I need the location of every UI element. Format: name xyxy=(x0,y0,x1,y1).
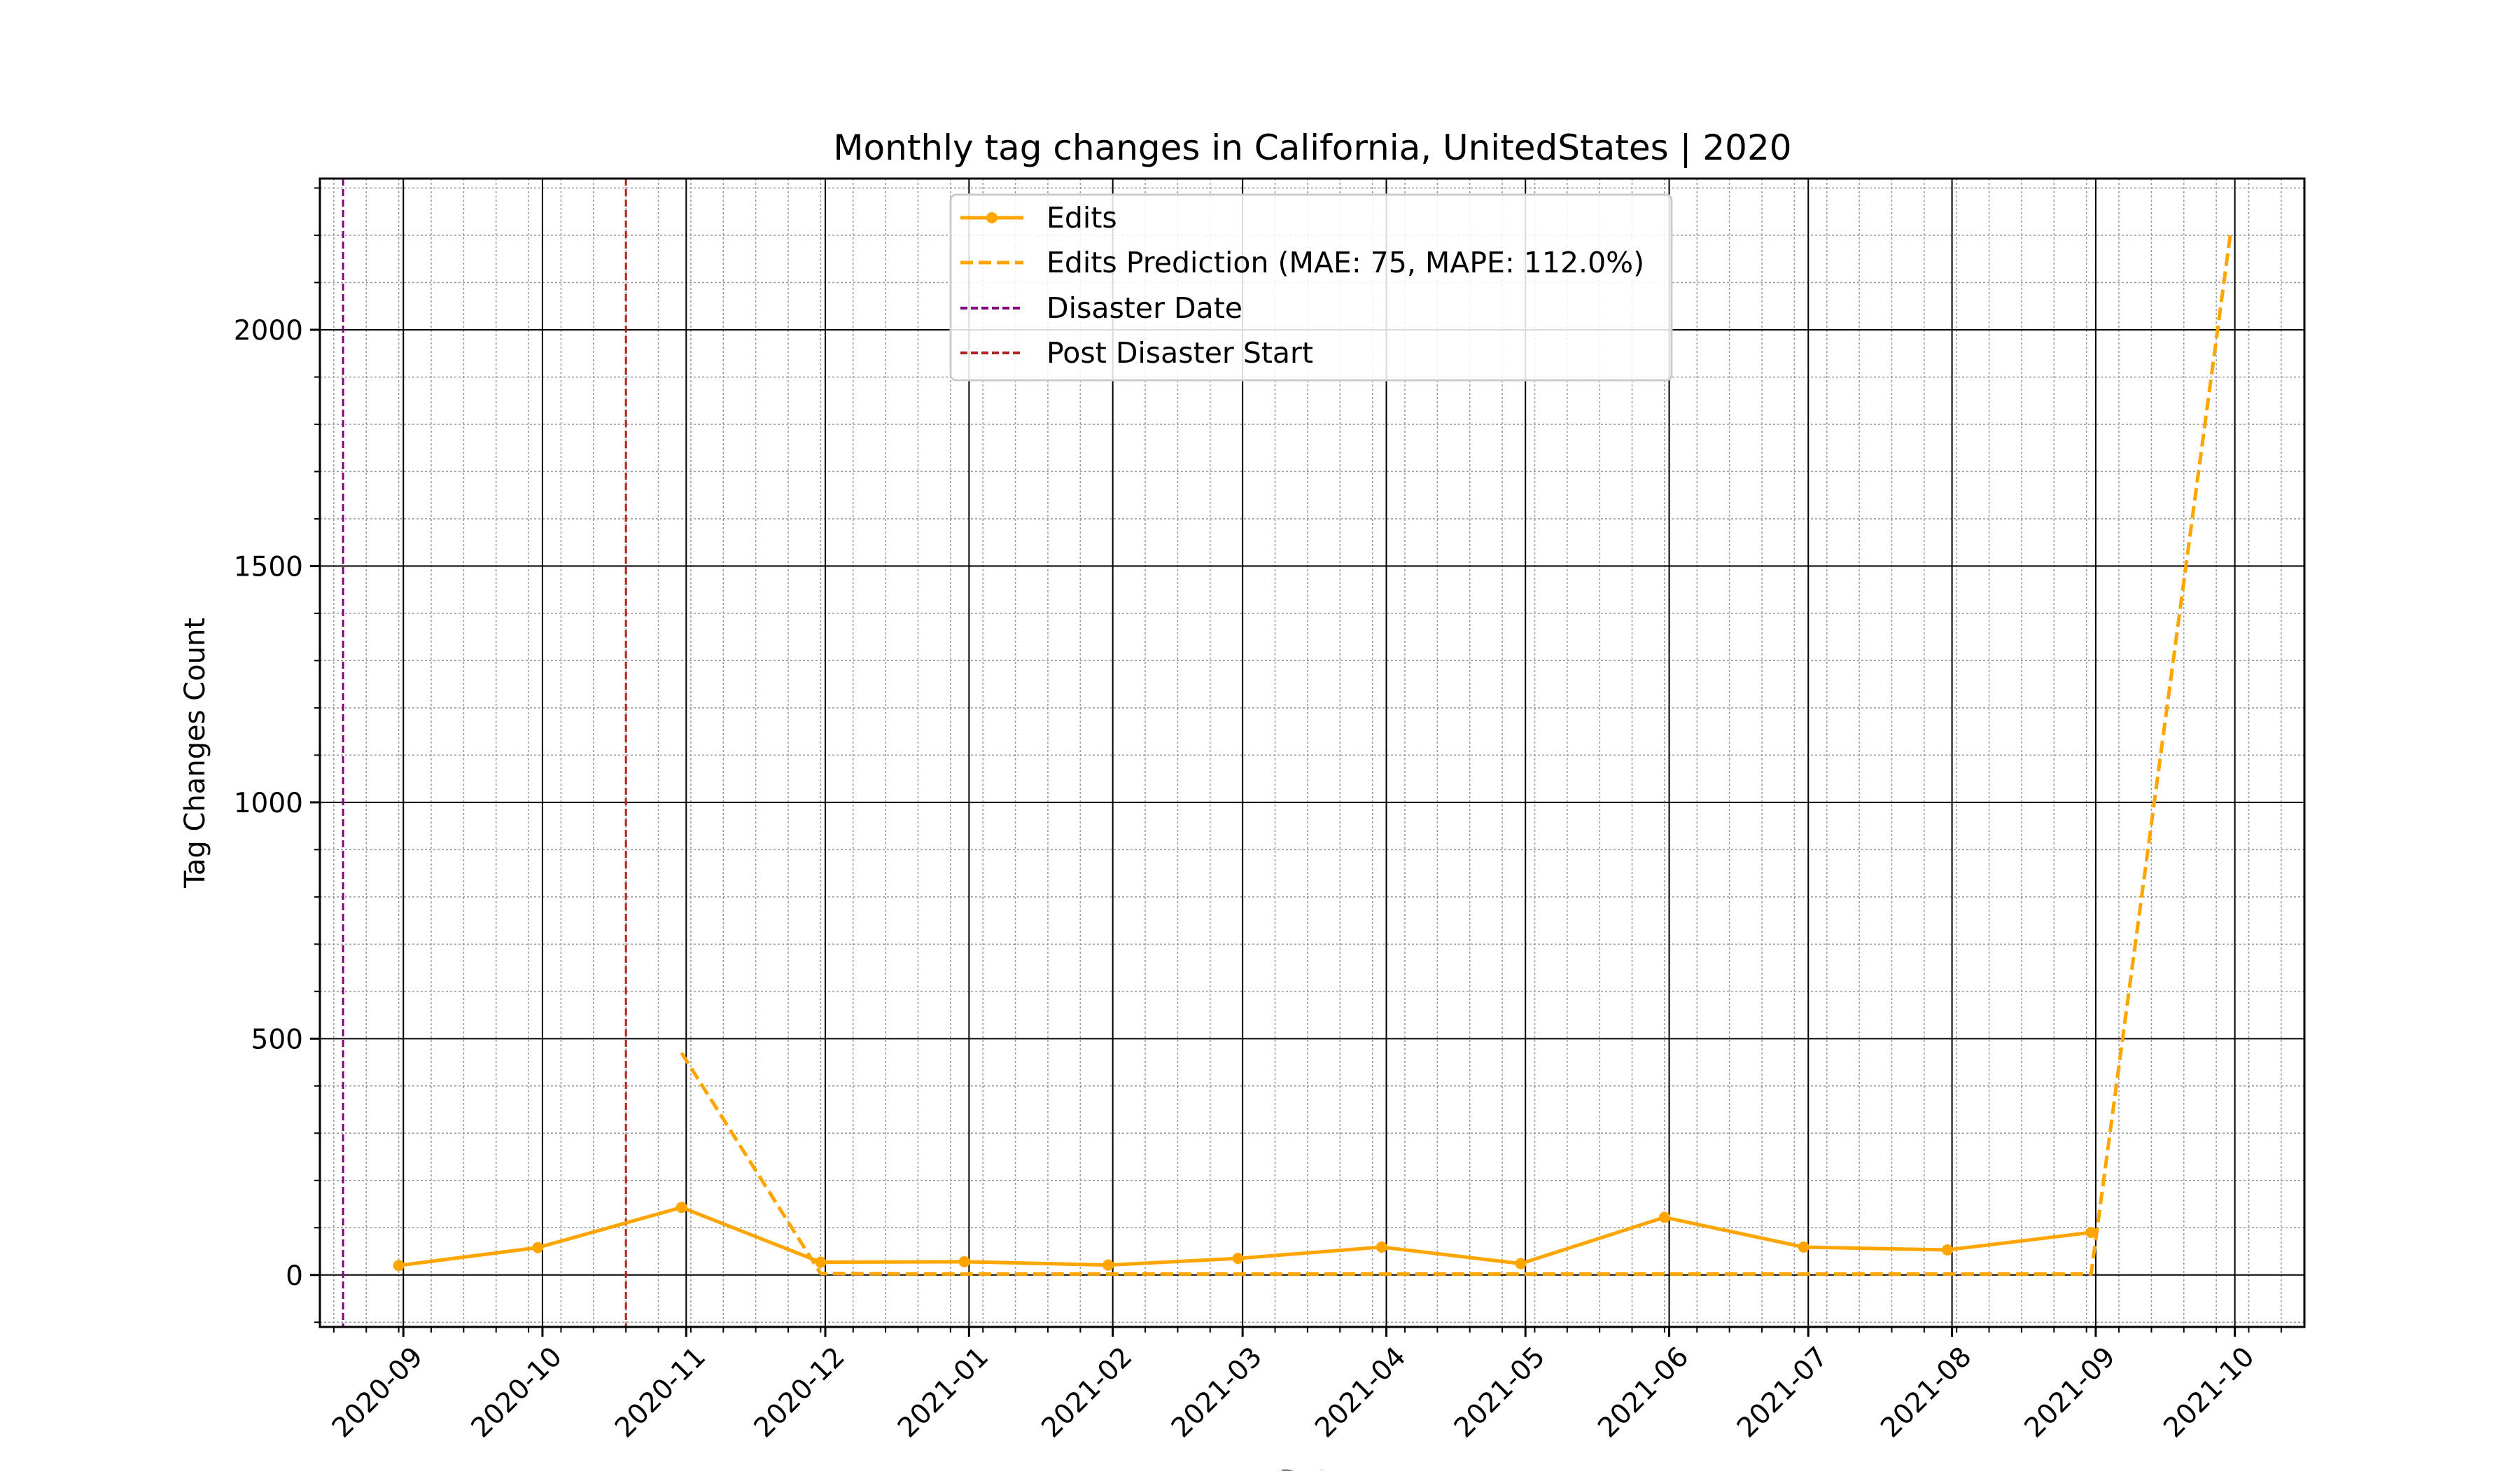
edits-data-point xyxy=(1515,1258,1527,1270)
y-axis-label: Tag Changes Count xyxy=(179,618,211,889)
series-layer xyxy=(393,235,2232,1276)
legend-prediction-label: Edits Prediction (MAE: 75, MAPE: 112.0%) xyxy=(1046,246,1644,279)
edits-data-point xyxy=(1798,1241,1809,1253)
edits-data-point xyxy=(2085,1227,2097,1239)
legend-edits-marker xyxy=(986,212,997,223)
edits-data-point xyxy=(958,1256,970,1267)
y-tick-label: 0 xyxy=(286,1260,303,1292)
edits-data-point xyxy=(1232,1253,1244,1265)
edits-data-point xyxy=(815,1256,827,1268)
legend-disaster-date-label: Disaster Date xyxy=(1046,291,1242,325)
edits-data-point xyxy=(532,1242,544,1253)
event-lines xyxy=(342,179,627,1327)
edits-prediction-series-line xyxy=(680,235,2232,1276)
y-tick-label: 500 xyxy=(251,1024,303,1055)
y-tick-label: 1500 xyxy=(234,551,303,583)
legend-post-disaster-label: Post Disaster Start xyxy=(1046,336,1313,370)
edits-data-point xyxy=(1941,1244,1953,1256)
legend-box xyxy=(949,193,1673,382)
x-axis-label: Date xyxy=(1279,1465,1346,1470)
chart-title: Monthly tag changes in California, Unite… xyxy=(833,127,1791,168)
edits-data-point xyxy=(393,1260,405,1272)
legend-edits-label: Edits xyxy=(1046,201,1117,235)
legend: Edits Edits Prediction (MAE: 75, MAPE: 1… xyxy=(949,193,1673,382)
edits-data-point xyxy=(1658,1211,1670,1223)
edits-data-point xyxy=(676,1202,687,1214)
y-tick-label: 1000 xyxy=(234,788,303,819)
y-tick-label: 2000 xyxy=(234,315,303,347)
edits-data-point xyxy=(1102,1259,1114,1271)
plot-frame xyxy=(318,177,2306,1328)
edits-data-point xyxy=(1376,1241,1387,1253)
